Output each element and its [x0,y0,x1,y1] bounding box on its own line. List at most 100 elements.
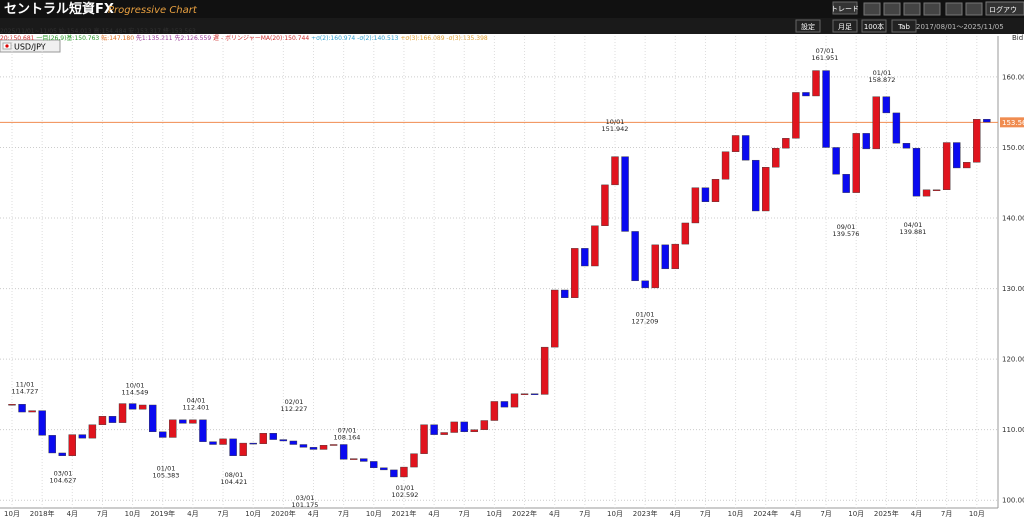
y-tick-label: 140.000 [1002,215,1024,223]
y-axis-label: Bid [1012,34,1023,42]
logout[interactable]: ログアウ [989,5,1017,14]
button-label[interactable]: 100本 [864,22,884,31]
candle [339,444,348,460]
indicator: +σ(2):160.974 -σ(2):140.513 [311,35,400,42]
annotation-value: 151.942 [602,125,629,133]
candle [148,404,157,433]
candle [420,424,428,454]
candle [500,401,509,408]
y-tick-label: 150.000 [1002,144,1024,152]
x-tick-label: 10月 [366,510,382,518]
indicator: 遅 - ボリンジャーMA(20):150.744 [213,34,311,42]
button[interactable] [861,19,887,33]
annotation-date: 09/01 [837,223,856,231]
annotation-value: 114.727 [12,387,39,395]
candle [390,469,398,478]
candle [108,416,117,423]
x-tick-label: 7月 [217,510,228,518]
candle [480,420,489,430]
candle [88,424,97,439]
x-tick-label: 4月 [67,510,78,518]
button-label[interactable]: Tab [897,23,910,31]
button[interactable] [832,1,858,15]
candle [822,70,830,148]
candle [219,438,227,445]
symbol: USD/JPY [14,43,46,52]
indicator: 転:147.180 [101,34,136,42]
candle [561,289,569,298]
icon-button[interactable] [945,2,963,16]
candle [621,156,629,232]
candle [279,439,288,442]
candle [932,189,941,192]
x-tick-label: 2018年 [30,509,55,518]
button[interactable] [832,19,858,33]
indicator: +σ(3):166.089 -σ(3):135.398 [400,35,488,42]
logout-button[interactable] [985,1,1024,16]
candle [892,112,901,144]
candle [882,96,891,114]
candle [651,244,659,289]
candle [249,442,257,445]
candle [762,167,770,212]
icon-button[interactable] [923,2,941,16]
x-tick-label: 2020年 [271,509,296,518]
button-label[interactable]: トレード [831,5,859,13]
candle [440,432,448,435]
candle [239,442,247,456]
candle [68,434,77,456]
candle [802,92,810,97]
annotation-value: 114.549 [122,389,149,397]
x-tick-label: 2019年 [150,509,175,518]
annotation-date: 01/01 [157,464,176,472]
candle [661,244,669,270]
candle [973,119,981,163]
candle [752,159,760,212]
annotation-date: 10/01 [126,382,145,390]
candle [520,393,529,395]
icon-button[interactable] [965,2,983,16]
x-tick-label: 7月 [579,510,590,518]
indicator-info: 20:150.681 一目(26,9)基:150.763 転:147.180 先… [0,34,488,42]
candle [731,135,740,152]
candle [872,96,880,150]
button[interactable] [891,19,917,33]
icon-button[interactable] [883,2,901,16]
x-tick-label: 4月 [790,510,801,518]
x-tick-label: 10月 [607,510,623,518]
x-tick-label: 2024年 [753,509,778,518]
candle [741,135,750,161]
ohlc-info: 2025/11/01~11/05 始:154.013 高:154.484 安:1… [0,27,196,35]
candle [540,346,549,395]
candle [701,187,710,202]
annotation-value: 112.227 [281,405,308,413]
annotation-value: 161.951 [812,54,839,62]
candle [852,133,860,193]
candle [912,147,921,197]
button-label[interactable]: 設定 [801,22,815,31]
y-tick-label: 120.000 [1002,356,1024,364]
candle [370,461,378,468]
x-tick-label: 7月 [820,510,831,518]
button-label[interactable]: 月足 [838,23,852,31]
annotation-value: 108.164 [334,434,361,442]
x-tick-label: 2023年 [633,509,658,518]
candle [360,458,368,462]
x-tick-label: 2022年 [512,509,537,518]
candle [571,248,579,298]
range-bar [0,18,1024,34]
x-tick-label: 10月 [125,510,141,518]
icon-button[interactable] [903,2,921,16]
candle [209,441,217,445]
current-price-box [1000,117,1024,128]
candle [711,179,720,202]
candle [963,162,971,169]
button[interactable] [795,19,821,33]
annotation-date: 01/01 [396,484,415,492]
candle [299,444,308,448]
annotation-date: 03/01 [54,470,73,478]
annotation-date: 01/01 [636,310,655,318]
icon-button[interactable] [863,2,881,16]
candle [611,156,619,186]
indicator: 先1:135.211 先2:126.559 [136,34,213,42]
